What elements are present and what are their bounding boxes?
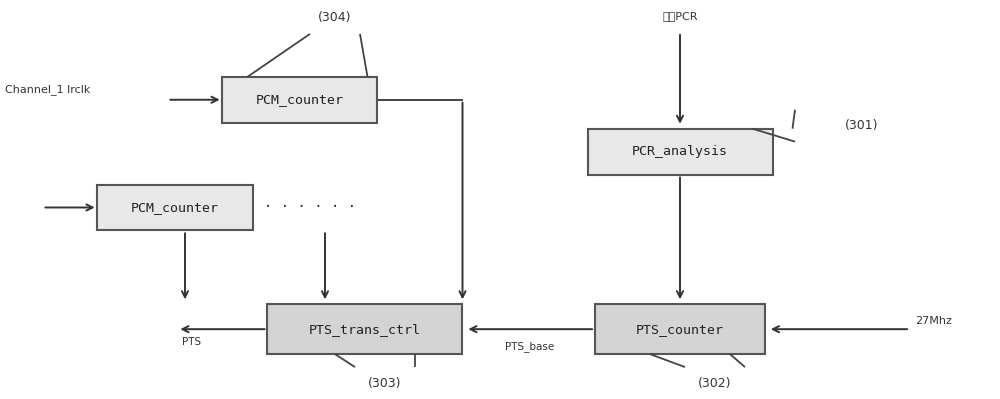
Text: PTS_counter: PTS_counter xyxy=(636,323,724,336)
Bar xyxy=(595,304,765,354)
Bar xyxy=(588,128,772,175)
Text: PTS_base: PTS_base xyxy=(505,341,554,352)
Text: 27Mhz: 27Mhz xyxy=(915,316,952,326)
Text: (302): (302) xyxy=(698,377,732,389)
Text: Channel_1 lrclk: Channel_1 lrclk xyxy=(5,84,90,95)
Text: (301): (301) xyxy=(845,119,879,132)
Text: (304): (304) xyxy=(318,12,352,24)
Text: (303): (303) xyxy=(368,377,402,389)
Text: PTS_trans_ctrl: PTS_trans_ctrl xyxy=(309,323,421,336)
Text: PTS: PTS xyxy=(182,337,202,347)
Text: 视频PCR: 视频PCR xyxy=(662,11,698,21)
Bar xyxy=(97,185,252,231)
Text: PCM_counter: PCM_counter xyxy=(256,93,344,106)
Text: PCR_analysis: PCR_analysis xyxy=(632,145,728,158)
Text: PCM_counter: PCM_counter xyxy=(131,201,219,214)
Bar xyxy=(222,77,377,123)
Bar xyxy=(267,304,462,354)
Text: . . . . . .: . . . . . . xyxy=(264,196,356,211)
